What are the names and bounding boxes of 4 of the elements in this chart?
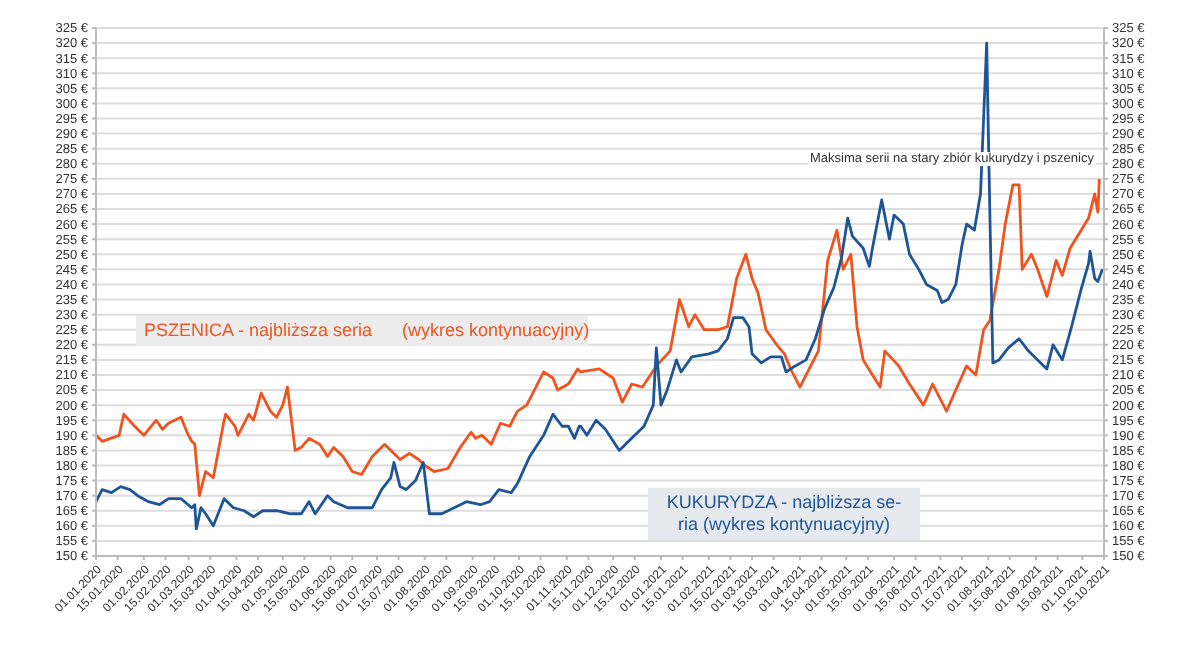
line-series — [96, 41, 1104, 531]
line-series — [96, 177, 1101, 498]
text: KUKURYDZA - najbliższa se- ria (wykres kontynuacyjny) — [648, 488, 920, 540]
series-label: PSZENICA - najbliższa seria (wykres kontynuacyjny) — [136, 316, 590, 346]
